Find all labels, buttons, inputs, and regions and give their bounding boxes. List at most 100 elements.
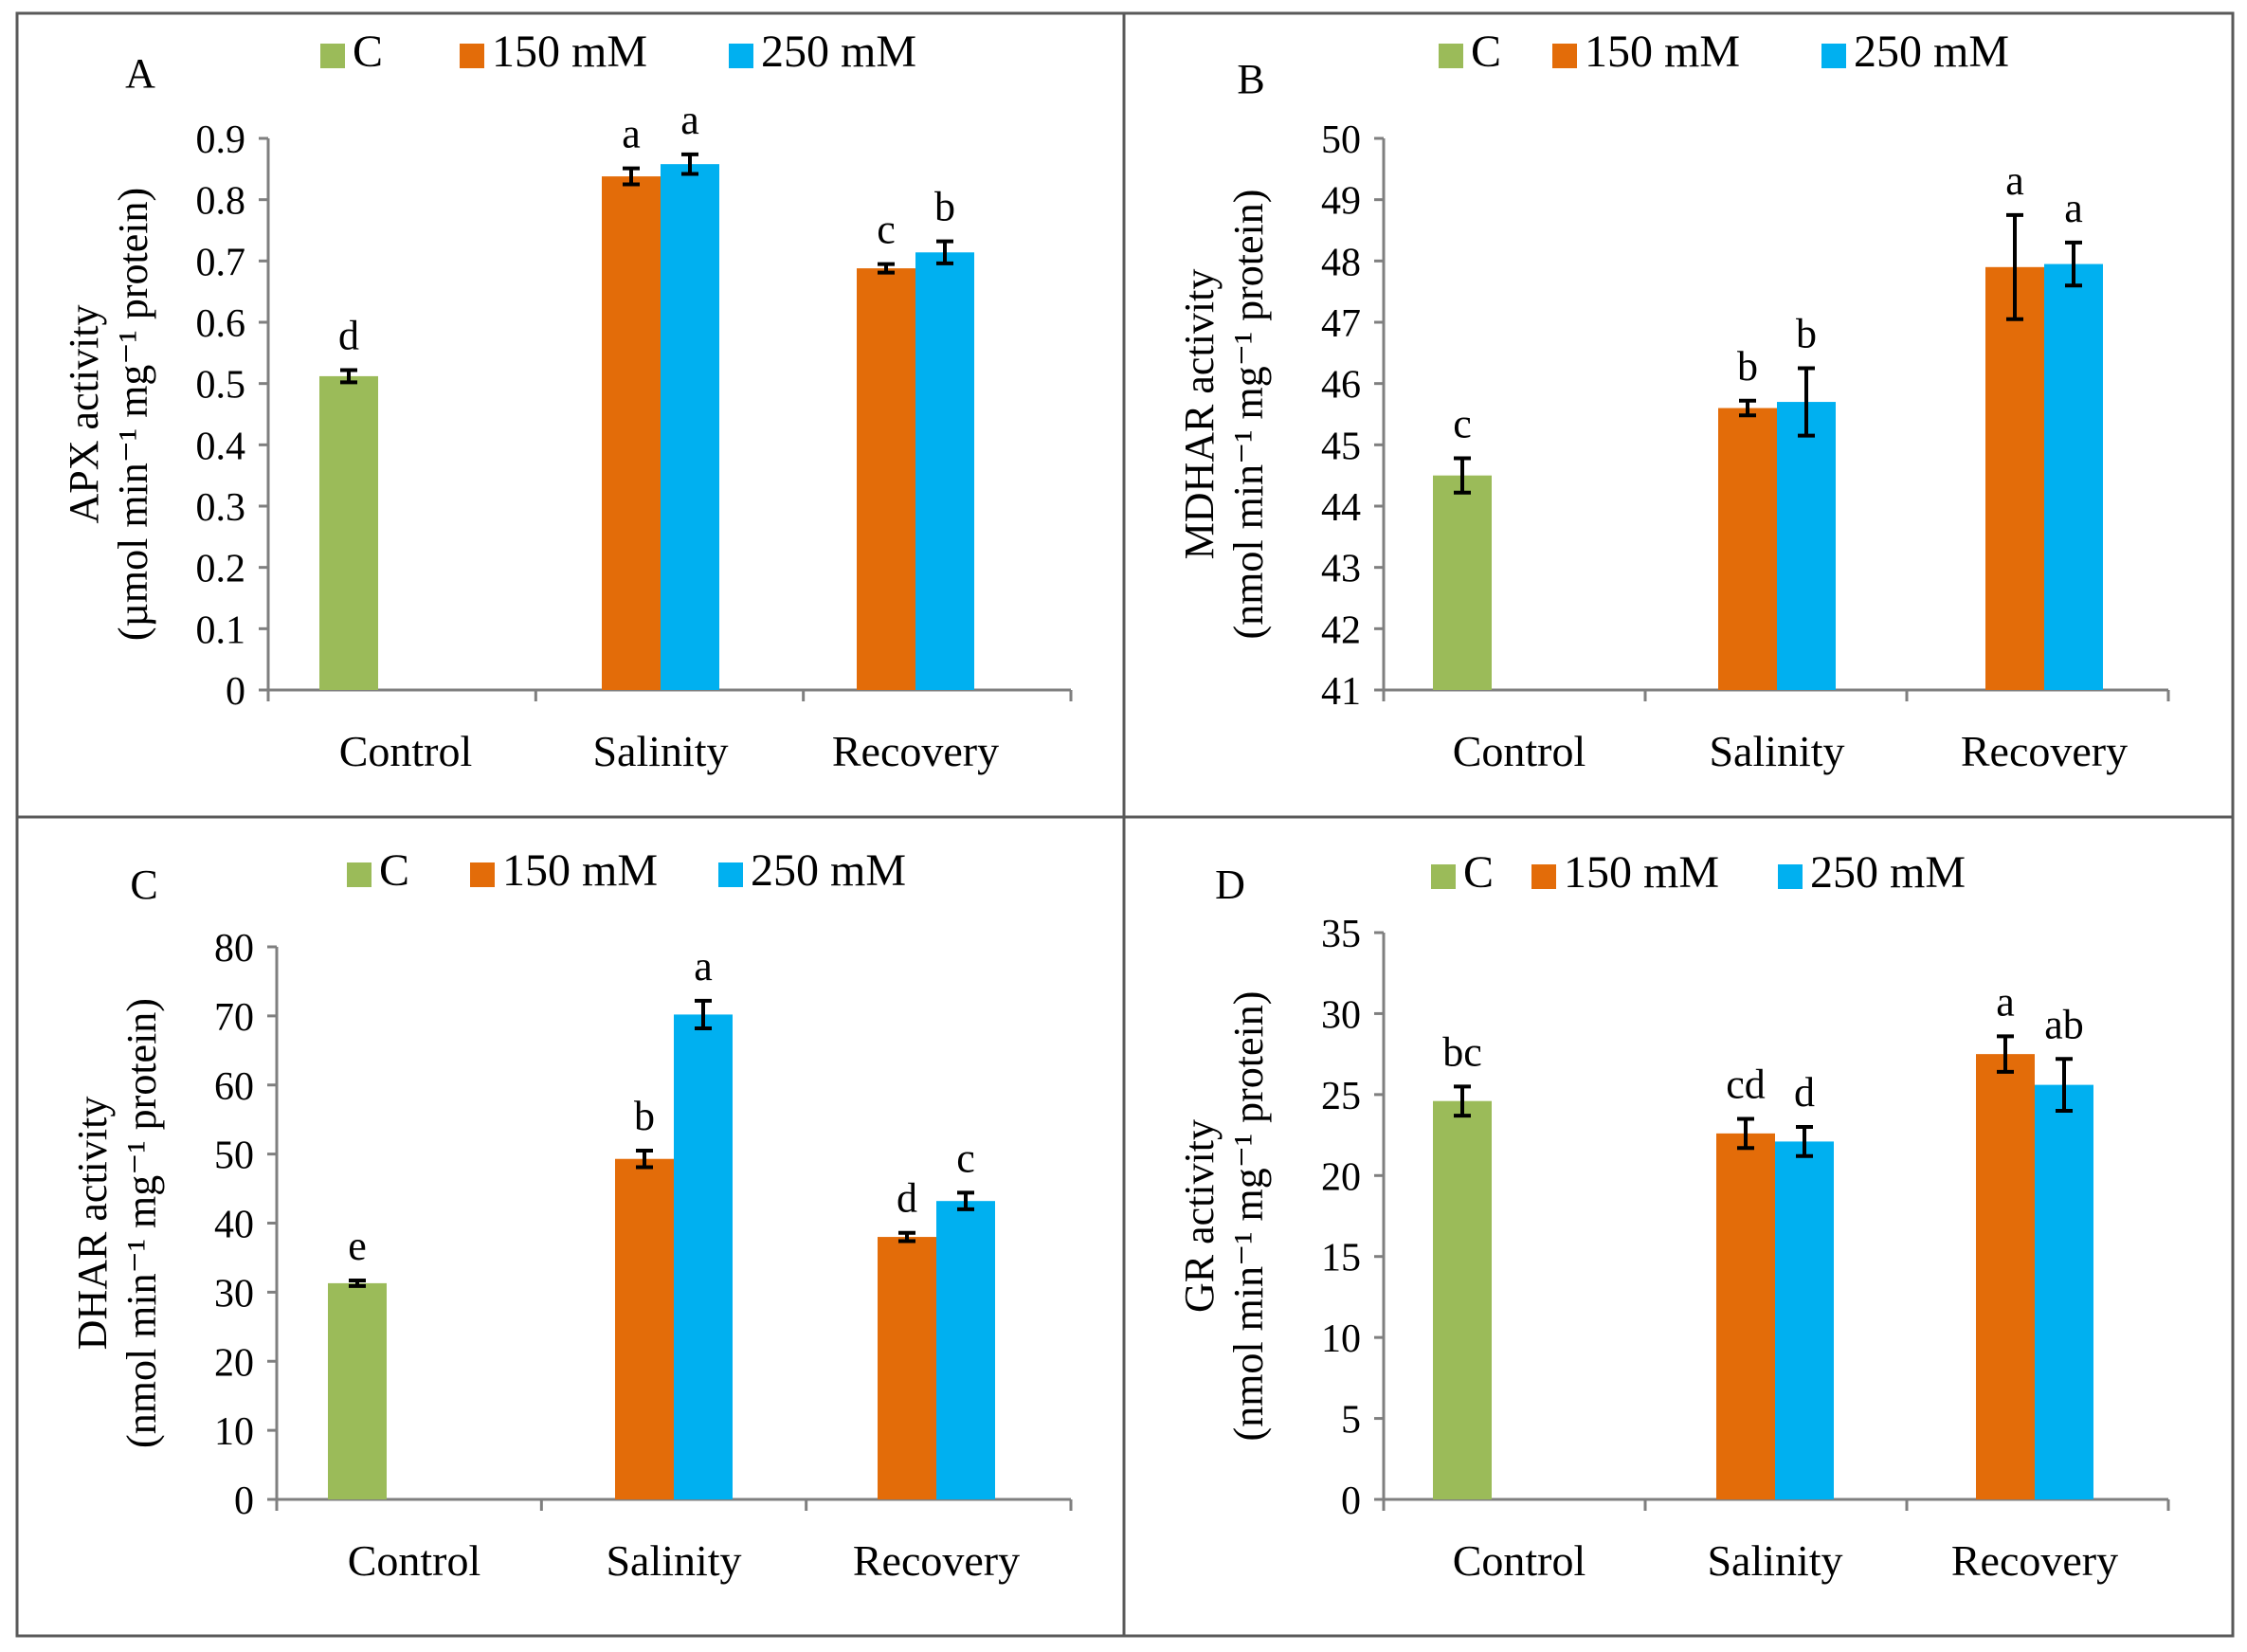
x-tick-label-control: Control xyxy=(1453,727,1586,775)
bar-150mm-salinity xyxy=(1716,1133,1775,1499)
legend-swatch-1 xyxy=(320,44,345,68)
legend-label-1: C xyxy=(379,845,409,896)
y-axis-title: MDHAR activity xyxy=(1176,269,1223,560)
y-axis-title: GR activity xyxy=(1176,1119,1223,1313)
bar-250mm-salinity xyxy=(674,1014,733,1499)
panel-letter: C xyxy=(130,862,157,908)
error-bar xyxy=(1798,366,1815,438)
bar-150mm-recovery xyxy=(1976,1054,2035,1499)
y-tick-label: 0.1 xyxy=(196,608,246,652)
y-tick-label: 70 xyxy=(214,996,254,1040)
panel-C: C C 150 mM 250 mM 0 10 20 30 40 50 60 70 80 Control Sa… xyxy=(15,815,1126,1638)
significance-letter: c xyxy=(877,207,896,253)
y-axis-title: DHAR activity xyxy=(69,1097,116,1351)
y-tick-label: 80 xyxy=(214,927,254,971)
error-bar xyxy=(878,262,895,275)
legend-swatch-3 xyxy=(1778,864,1803,889)
y-tick-label: 20 xyxy=(214,1341,254,1385)
y-tick-label: 0 xyxy=(234,1480,254,1523)
y-tick-label: 25 xyxy=(1321,1075,1361,1118)
legend-label-1: C xyxy=(353,27,383,77)
y-tick-label: 15 xyxy=(1321,1237,1361,1280)
significance-letter: a xyxy=(680,97,699,143)
legend-swatch-2 xyxy=(1552,44,1577,68)
x-tick-label-recovery: Recovery xyxy=(832,727,999,775)
bar-150mm-salinity xyxy=(602,176,661,691)
legend-label-1: C xyxy=(1471,27,1501,77)
y-tick-label: 50 xyxy=(214,1135,254,1178)
significance-letter: b xyxy=(1796,311,1817,357)
x-tick-label-salinity: Salinity xyxy=(1707,1536,1842,1585)
significance-letter: d xyxy=(1794,1069,1815,1116)
y-axis-title: APX activity xyxy=(61,305,107,524)
error-bar xyxy=(623,166,640,187)
y-tick-label: 42 xyxy=(1321,608,1361,652)
y-tick-label: 5 xyxy=(1341,1399,1361,1443)
legend-swatch-2 xyxy=(1531,864,1556,889)
legend-swatch-3 xyxy=(729,44,753,68)
y-tick-label: 0.5 xyxy=(196,364,246,408)
y-tick-label: 50 xyxy=(1321,118,1361,162)
panel-B: B C 150 mM 250 mM 41 42 43 44 45 46 47 48 49 50 Contro… xyxy=(1122,11,2235,819)
error-bar xyxy=(695,998,712,1030)
error-bar xyxy=(2056,1057,2073,1113)
error-bar xyxy=(1454,456,1471,495)
y-tick-label: 30 xyxy=(1321,993,1361,1037)
panel-border xyxy=(1122,815,2235,1638)
y-tick-label: 49 xyxy=(1321,180,1361,224)
bar-150mm-recovery xyxy=(1985,266,2044,690)
error-bar xyxy=(957,1190,974,1211)
y-axis-unit: (µmol min⁻¹ mg⁻¹ protein) xyxy=(110,188,156,641)
x-tick-label-recovery: Recovery xyxy=(853,1536,1020,1585)
legend-swatch-3 xyxy=(1821,44,1846,68)
bar-250mm-recovery xyxy=(936,1201,995,1499)
y-tick-label: 44 xyxy=(1321,486,1361,530)
significance-letter: c xyxy=(1453,401,1472,447)
bar-250mm-recovery xyxy=(915,252,974,690)
bar-150mm-recovery xyxy=(878,1237,936,1499)
significance-letter: a xyxy=(2064,185,2083,231)
legend-swatch-2 xyxy=(470,862,495,887)
y-tick-label: 20 xyxy=(1321,1155,1361,1199)
bar-250mm-recovery xyxy=(2035,1084,2093,1499)
error-bar xyxy=(1454,1084,1471,1118)
panel-D: D C 150 mM 250 mM 0 5 10 15 20 25 30 35 Control Salin… xyxy=(1122,815,2235,1638)
bar-c-control xyxy=(319,375,378,690)
legend-label-1: C xyxy=(1463,847,1494,898)
x-tick-label-recovery: Recovery xyxy=(1951,1536,2118,1585)
y-tick-label: 0.8 xyxy=(196,180,246,224)
error-bar xyxy=(1997,1034,2014,1074)
error-bar xyxy=(636,1148,653,1170)
y-axis-unit: (nmol min⁻¹ mg⁻¹ protein) xyxy=(1225,991,1272,1442)
legend-label-2: 150 mM xyxy=(502,845,658,896)
significance-letter: ab xyxy=(2044,1001,2084,1047)
error-bar xyxy=(898,1230,915,1244)
bar-250mm-salinity xyxy=(1775,1141,1834,1499)
x-tick-label-salinity: Salinity xyxy=(592,727,728,775)
significance-letter: b xyxy=(634,1093,655,1139)
significance-letter: a xyxy=(1996,978,2015,1025)
bar-250mm-salinity xyxy=(661,164,719,690)
error-bar xyxy=(2065,240,2082,288)
legend-label-3: 250 mM xyxy=(761,27,916,77)
y-tick-label: 10 xyxy=(1321,1317,1361,1361)
error-bar xyxy=(340,368,357,385)
y-tick-label: 0 xyxy=(1341,1480,1361,1523)
legend-swatch-1 xyxy=(1439,44,1463,68)
panel-A: A C 150 mM 250 mM 0 0.1 0.2 0.3 0.4 0.5 0.6 0.7 0.8 0… xyxy=(15,11,1126,819)
significance-letter: b xyxy=(934,184,955,230)
significance-letter: d xyxy=(338,312,359,358)
y-tick-label: 0.6 xyxy=(196,302,246,346)
legend-swatch-1 xyxy=(1431,864,1456,889)
y-tick-label: 46 xyxy=(1321,364,1361,408)
legend-label-3: 250 mM xyxy=(1810,847,1966,898)
error-bar xyxy=(936,239,953,265)
y-tick-label: 0.2 xyxy=(196,548,246,591)
significance-letter: cd xyxy=(1726,1061,1766,1107)
significance-letter: a xyxy=(694,943,713,989)
y-tick-label: 48 xyxy=(1321,241,1361,284)
y-axis-unit: (nmol min⁻¹ mg⁻¹ protein) xyxy=(118,998,165,1448)
y-tick-label: 47 xyxy=(1321,302,1361,346)
panel-letter: B xyxy=(1237,56,1264,102)
